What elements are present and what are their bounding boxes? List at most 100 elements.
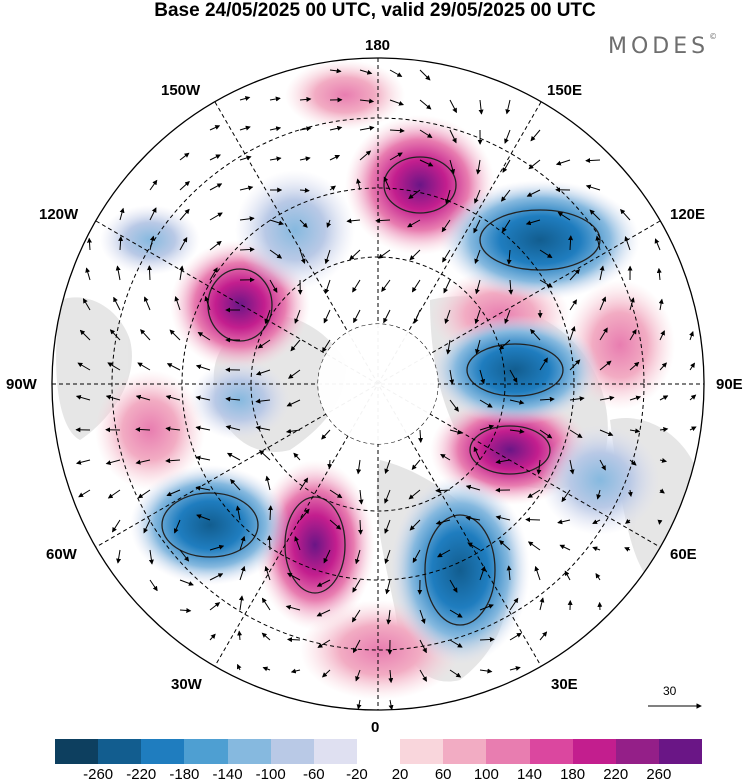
- wind-vector: [528, 159, 541, 170]
- wind-vector: [474, 309, 481, 325]
- wind-vector: [525, 517, 541, 523]
- wind-vector: [689, 331, 694, 341]
- wind-vector: [502, 159, 511, 173]
- wind-vector: [239, 535, 246, 551]
- wind-vector: [209, 573, 224, 581]
- wind-vector: [569, 299, 577, 311]
- wind-vector: [620, 208, 631, 221]
- wind-vector: [299, 477, 309, 491]
- wind-vector: [449, 159, 456, 175]
- wind-vector: [435, 487, 451, 493]
- wind-vector: [285, 428, 301, 434]
- colorbar-tick-label: 260: [646, 766, 672, 783]
- colorbar-swatch: [227, 739, 271, 764]
- wind-vector: [389, 69, 403, 77]
- wind-vector: [443, 279, 451, 294]
- wind-vector: [624, 236, 631, 251]
- colorbar-tick-label: 220: [603, 766, 629, 783]
- wind-vector: [504, 309, 511, 324]
- wind-vector: [179, 180, 190, 191]
- wind-vector: [419, 639, 427, 654]
- wind-vector: [346, 218, 361, 224]
- lon-label-150e: 150E: [547, 82, 583, 99]
- wind-vector: [351, 609, 361, 623]
- wind-vector: [143, 296, 151, 311]
- wind-vector: [599, 296, 607, 311]
- wind-vector: [559, 544, 571, 551]
- wind-vector: [419, 669, 427, 682]
- wind-vector: [381, 279, 391, 292]
- wind-vector: [265, 475, 271, 491]
- colorbar-swatch: [356, 739, 401, 764]
- wind-vector: [440, 453, 451, 461]
- wind-vector: [539, 429, 553, 439]
- lon-label-180: 180: [365, 37, 391, 54]
- wind-vector: [689, 362, 695, 371]
- wind-vector: [321, 669, 331, 678]
- wind-vector: [527, 489, 541, 498]
- wind-vector: [329, 185, 336, 191]
- wind-vector: [629, 297, 635, 311]
- wind-vector: [149, 235, 155, 251]
- wind-vector: [267, 535, 273, 551]
- wind-vector: [378, 249, 391, 259]
- wind-vector: [195, 395, 211, 401]
- wind-vector: [269, 126, 282, 132]
- wind-vector: [504, 129, 511, 144]
- wind-vector: [418, 429, 424, 444]
- wind-vector: [195, 485, 211, 491]
- wind-vector: [359, 150, 372, 161]
- wind-vector: [261, 597, 271, 611]
- wind-vector: [353, 309, 361, 324]
- wind-vector: [557, 211, 571, 221]
- wind-vector: [386, 609, 392, 625]
- lon-label-60w: 60W: [46, 546, 77, 563]
- wind-vector: [624, 547, 631, 552]
- wind-vector: [445, 339, 451, 355]
- wind-vector: [627, 489, 633, 498]
- colorbar-swatch: [270, 739, 314, 764]
- wind-vector: [299, 249, 306, 264]
- wind-vector: [389, 128, 405, 134]
- wind-vector: [599, 360, 612, 371]
- wind-vector: [78, 489, 91, 498]
- wind-vector: [77, 362, 91, 371]
- wind-vector: [659, 458, 668, 463]
- wind-vector: [169, 329, 181, 341]
- wind-vector: [322, 339, 331, 353]
- wind-vector: [135, 459, 151, 465]
- wind-vector: [530, 129, 541, 142]
- wind-vector: [498, 339, 511, 350]
- colorbar-tick-label: 20: [391, 766, 409, 783]
- wind-vector: [238, 595, 244, 611]
- wind-vector: [323, 549, 331, 564]
- wind-vector: [659, 330, 665, 341]
- wind-vector: [255, 398, 271, 404]
- wind-vector: [596, 489, 602, 500]
- wind-vector: [569, 268, 580, 281]
- wind-vector: [209, 125, 221, 131]
- wind-vector: [195, 425, 211, 431]
- wind-vector: [659, 362, 667, 371]
- wind-vector: [506, 565, 512, 581]
- wind-vector: [659, 488, 665, 494]
- wind-vector: [179, 152, 190, 161]
- colorbar-tick-label: 180: [560, 766, 586, 783]
- wind-vector: [285, 604, 301, 611]
- wind-vector: [286, 399, 301, 407]
- wind-vector: [135, 427, 151, 433]
- wind-vector: [509, 369, 518, 383]
- wind-vector: [388, 699, 394, 710]
- wind-vector: [479, 668, 493, 674]
- wind-vector: [495, 459, 511, 465]
- wind-vector: [149, 179, 158, 191]
- wind-vector: [105, 459, 121, 466]
- wind-vector: [383, 309, 391, 324]
- wind-vector: [498, 540, 511, 551]
- wind-vector: [119, 207, 125, 221]
- wind-vector: [659, 395, 669, 401]
- wind-vector: [629, 395, 642, 401]
- wind-vector: [500, 189, 511, 202]
- wind-vector: [354, 549, 361, 565]
- wind-vector: [356, 178, 361, 191]
